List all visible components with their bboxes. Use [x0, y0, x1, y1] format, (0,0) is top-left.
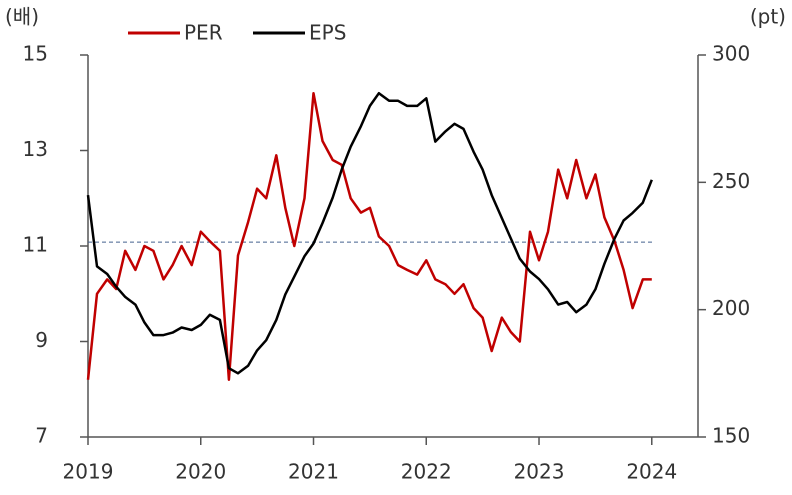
series-line — [86, 91, 653, 375]
x-tick-label: 2019 — [63, 460, 114, 484]
y2-unit-label: (pt) — [750, 5, 786, 29]
y-unit-label: (배) — [5, 5, 39, 29]
y-tick-label: 7 — [35, 424, 48, 448]
x-tick-label: 2024 — [626, 460, 677, 484]
y2-tick-label: 250 — [712, 169, 750, 193]
series-line — [86, 91, 652, 381]
x-tick-label: 2021 — [288, 460, 339, 484]
x-tick-label: 2022 — [401, 460, 452, 484]
legend-label: PER — [184, 21, 223, 45]
y-tick-label: 9 — [35, 328, 48, 352]
y2-tick-label: 300 — [712, 42, 750, 66]
y-tick-label: 13 — [23, 137, 48, 161]
y-tick-label: 11 — [23, 233, 48, 257]
y2-tick-label: 200 — [712, 296, 750, 320]
x-tick-label: 2023 — [514, 460, 565, 484]
y-tick-label: 15 — [23, 42, 48, 66]
legend-label: EPS — [309, 21, 346, 45]
y2-tick-label: 150 — [712, 424, 750, 448]
x-tick-label: 2020 — [175, 460, 226, 484]
